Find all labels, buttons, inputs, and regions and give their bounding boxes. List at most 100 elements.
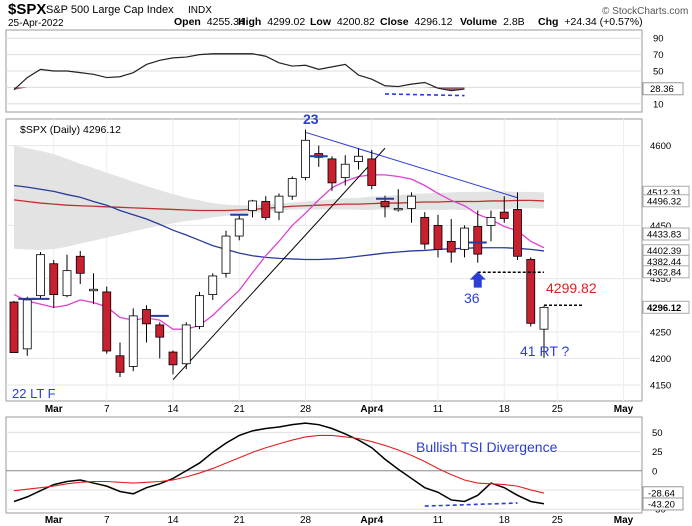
- tsi-right-label: -28.64: [648, 488, 675, 499]
- tsi-x-tick-label: 11: [433, 515, 444, 526]
- tsi-layer: [13, 422, 545, 507]
- up-arrow-marker: [469, 271, 486, 288]
- candle-body: [354, 155, 363, 162]
- price-right-label: 4402.39: [647, 246, 681, 257]
- candle-body: [486, 217, 496, 226]
- candle-body: [526, 259, 536, 324]
- x-tick-label: 28: [300, 404, 312, 415]
- candle-body: [420, 217, 430, 245]
- index-name: S&P 500 Large Cap Index: [46, 4, 174, 16]
- candle-body: [208, 275, 218, 295]
- price-tick-label: 4350: [650, 274, 671, 285]
- tsi-right-label: -43.20: [648, 499, 675, 510]
- label-36: 36: [464, 290, 480, 306]
- label-23: 23: [303, 111, 319, 127]
- candle-body: [393, 207, 403, 211]
- moving-average-magenta: [13, 174, 545, 330]
- tsi-tick-label: 0: [652, 466, 657, 477]
- volume-value: 2.8B: [503, 16, 525, 28]
- x-tick-label: 18: [499, 404, 511, 415]
- open-label: Open: [174, 16, 201, 28]
- price-right-label-box: [642, 227, 690, 241]
- candle-body: [327, 158, 337, 184]
- candle-body: [499, 211, 509, 219]
- candle-body: [407, 195, 416, 209]
- rsi-last-value-box: [642, 82, 684, 96]
- indicator-tick-label: 50: [653, 67, 664, 78]
- label-41-rt: 41 RT ?: [520, 343, 570, 359]
- x-tick-label: 21: [234, 404, 246, 415]
- candle-body: [168, 351, 178, 366]
- x-tick-label: 11: [433, 404, 444, 415]
- candle-body: [248, 200, 257, 211]
- close-label: Close: [380, 16, 409, 28]
- ticker-symbol: $SPX: [8, 1, 46, 18]
- tsi-x-tick-label: 7: [104, 515, 110, 526]
- candle-body: [539, 306, 549, 330]
- price-tick-label: 4250: [650, 327, 671, 338]
- ohlc-line: Open 4255.34 High 4299.02 Low 4200.82 Cl…: [174, 16, 643, 28]
- candle-body: [287, 178, 297, 197]
- price-legend: $SPX (Daily) 4296.12: [20, 124, 121, 136]
- candle-body: [433, 225, 443, 250]
- indicator-tick-label: 90: [653, 34, 664, 45]
- price-right-label: 4512.31: [647, 188, 681, 199]
- tsi-x-tick-label: 25: [552, 515, 564, 526]
- price-right-label: 4496.32: [647, 196, 681, 207]
- candle-body: [128, 315, 138, 367]
- candle-body: [181, 324, 191, 365]
- close-value: 4296.12: [415, 16, 453, 28]
- tsi-signal-line: [13, 434, 545, 494]
- tsi-x-tick-label: Mar: [45, 515, 63, 526]
- price-layer: [9, 129, 584, 381]
- price-right-label-box: [642, 300, 690, 314]
- tsi-panel-frame: [5, 416, 643, 514]
- price-tick-label: 4600: [650, 141, 671, 152]
- rsi-divergence-dashes: [384, 93, 465, 97]
- candle-body: [367, 158, 377, 186]
- tsi-line: [13, 422, 545, 505]
- price-envelope: [14, 145, 544, 250]
- candle-body: [261, 201, 271, 218]
- tsi-tick-label: 50: [652, 428, 663, 439]
- candle-body: [115, 355, 125, 373]
- level-4299-label: 4299.82: [546, 280, 597, 296]
- axis-layer: 103050709028.364150420042504350445046004…: [45, 34, 690, 526]
- x-tick-label: Mar: [45, 404, 63, 415]
- tsi-x-tick-label: 18: [499, 515, 511, 526]
- candle-body: [301, 139, 310, 178]
- label-22-lt-f: 22 LT F: [12, 386, 56, 401]
- indicator-tick-label: 10: [653, 99, 664, 110]
- candle-body: [274, 195, 284, 213]
- candle-body: [340, 163, 350, 178]
- candle-body: [473, 226, 483, 255]
- tsi-x-tick-label: May: [614, 515, 634, 526]
- tsi-divergence-note: Bullish TSI Divergence: [416, 439, 558, 455]
- low-label: Low: [310, 16, 332, 28]
- price-right-label: 4296.12: [647, 303, 681, 314]
- tsi-x-tick-label: 14: [167, 515, 179, 526]
- price-right-label: 4433.83: [647, 230, 681, 241]
- price-right-label-box: [642, 194, 690, 208]
- moving-average-blue: [13, 184, 545, 261]
- chg-value: +24.34 (+0.57%): [564, 16, 642, 28]
- high-value: 4299.02: [267, 16, 305, 28]
- price-panel-frame: [5, 118, 643, 402]
- tsi-x-tick-label: 28: [300, 515, 312, 526]
- chg-label: Chg: [538, 16, 558, 28]
- tsi-tick-label: 25: [652, 447, 663, 458]
- candle-body: [22, 299, 32, 350]
- open-value: 4255.34: [207, 16, 245, 28]
- price-right-label: 4362.84: [647, 267, 681, 278]
- candle-body: [460, 227, 469, 250]
- tsi-divergence-dashes: [424, 502, 518, 507]
- watermark: © StockCharts.com: [602, 6, 688, 17]
- x-tick-label: 14: [167, 404, 179, 415]
- candle-body: [446, 240, 456, 253]
- price-tick-label: 4450: [650, 221, 671, 232]
- candle-body: [221, 235, 231, 274]
- candle-body: [89, 288, 98, 292]
- resistance-trendline: [305, 131, 518, 199]
